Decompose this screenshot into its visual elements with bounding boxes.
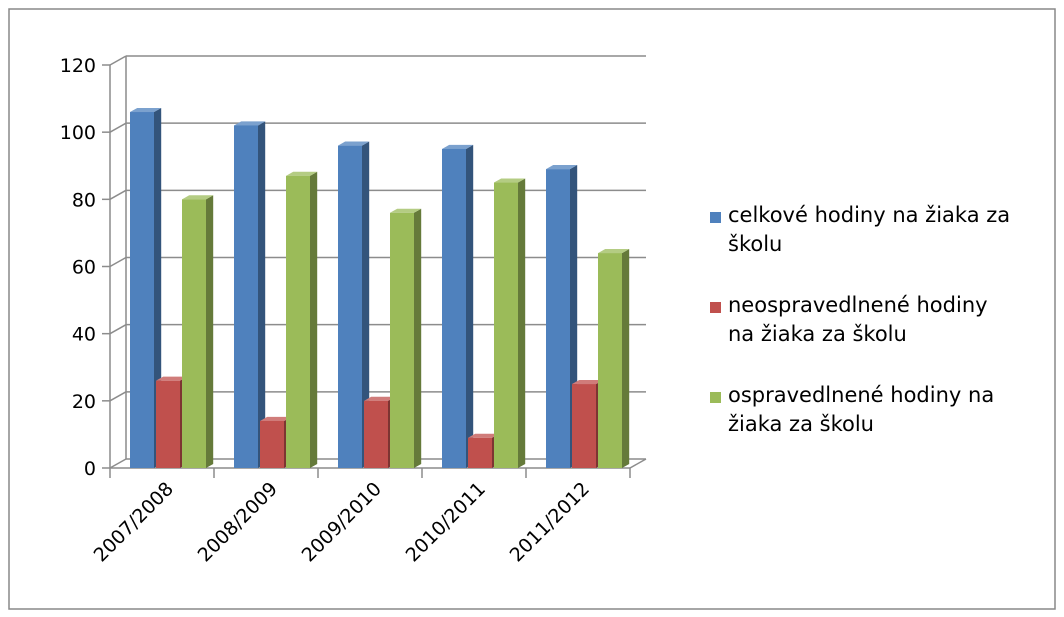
bar-side bbox=[258, 121, 266, 469]
bar-top bbox=[364, 396, 396, 401]
y-tick-label: 100 bbox=[60, 122, 96, 144]
bar bbox=[390, 208, 422, 468]
legend-swatch bbox=[710, 392, 721, 403]
x-tick-label: 2011/2012 bbox=[506, 478, 594, 566]
bar-top bbox=[468, 433, 500, 438]
bar-top bbox=[442, 144, 474, 149]
bar-side bbox=[154, 107, 162, 468]
bar-front bbox=[260, 420, 284, 468]
bar bbox=[442, 144, 474, 469]
bar-top bbox=[260, 416, 292, 421]
bar bbox=[182, 195, 214, 469]
bar-front bbox=[286, 175, 310, 468]
x-tick-labels: 2007/2008 2008/2009 2009/2010 2010/2011 2011… bbox=[90, 478, 594, 566]
bar-front bbox=[182, 199, 206, 469]
bar-top bbox=[598, 249, 630, 254]
bar-top bbox=[390, 208, 422, 213]
legend-label: neospravedlnené hodiny na žiaka za školu bbox=[728, 293, 988, 346]
gridline-depth bbox=[109, 458, 127, 469]
x-tick-label: 2010/2011 bbox=[402, 478, 490, 566]
bar bbox=[286, 171, 318, 468]
gridline-depth bbox=[109, 256, 127, 268]
bar-front bbox=[234, 125, 258, 468]
bar-side bbox=[414, 208, 422, 468]
bar-top bbox=[234, 121, 266, 126]
gridline-depth bbox=[109, 55, 127, 66]
bar-front bbox=[156, 380, 180, 468]
legend-swatch bbox=[710, 212, 721, 223]
gridline-depth bbox=[109, 391, 127, 402]
legend-entry: ospravedlnené hodiny na žiaka za školu bbox=[710, 383, 994, 436]
x-tick-label: 2008/2009 bbox=[194, 478, 282, 566]
y-tick-label: 120 bbox=[60, 55, 96, 77]
bar-side bbox=[310, 171, 318, 468]
bar-top bbox=[494, 178, 526, 183]
bar-top bbox=[182, 195, 214, 200]
bar-top bbox=[156, 376, 188, 381]
bar-front bbox=[572, 384, 596, 468]
legend-label: ospravedlnené hodiny na žiaka za školu bbox=[728, 383, 994, 436]
bar bbox=[234, 121, 266, 469]
bar-side bbox=[466, 144, 474, 469]
y-tick-labels: 0 20 40 60 80 100 120 bbox=[60, 55, 96, 480]
y-tick-label: 0 bbox=[84, 458, 96, 480]
bar-front bbox=[390, 212, 414, 468]
y-tick-label: 80 bbox=[72, 189, 96, 211]
floor-right-edge bbox=[629, 458, 647, 469]
bar-front bbox=[338, 145, 362, 468]
bar-front bbox=[598, 253, 622, 468]
legend-entry: celkové hodiny na žiaka za školu bbox=[710, 203, 1010, 256]
bar bbox=[338, 141, 370, 469]
bar bbox=[598, 249, 630, 468]
bar-side bbox=[206, 195, 214, 469]
bar-front bbox=[130, 112, 154, 469]
legend-label: celkové hodiny na žiaka za školu bbox=[728, 203, 1010, 256]
legend: celkové hodiny na žiaka za školu neosprave… bbox=[710, 203, 1010, 436]
bar bbox=[130, 107, 162, 469]
legend-swatch bbox=[710, 302, 721, 313]
bars bbox=[130, 107, 630, 469]
gridline-depth bbox=[109, 189, 127, 200]
bar-front bbox=[468, 437, 492, 468]
gridline-depth bbox=[109, 122, 127, 133]
chart-border bbox=[8, 8, 1056, 610]
bar-top bbox=[286, 171, 318, 176]
x-tick-label: 2007/2008 bbox=[90, 478, 178, 566]
x-tick-label: 2009/2010 bbox=[298, 478, 386, 566]
bar-top bbox=[130, 107, 162, 113]
bar-front bbox=[364, 400, 388, 468]
bar-front bbox=[442, 148, 466, 469]
bar bbox=[494, 178, 526, 468]
bar-side bbox=[362, 141, 370, 469]
legend-entry: neospravedlnené hodiny na žiaka za školu bbox=[710, 293, 988, 346]
bar-side bbox=[518, 178, 526, 468]
bar-top bbox=[546, 165, 578, 170]
y-tick-label: 20 bbox=[72, 391, 96, 413]
gridline-depth bbox=[109, 324, 127, 335]
bar-top bbox=[338, 141, 370, 146]
bar-front bbox=[494, 182, 518, 468]
bar-front bbox=[546, 169, 570, 468]
bar-top bbox=[572, 379, 604, 385]
y-tick-label: 40 bbox=[72, 324, 96, 346]
bar-side bbox=[622, 249, 630, 468]
y-tick-label: 60 bbox=[72, 257, 96, 279]
